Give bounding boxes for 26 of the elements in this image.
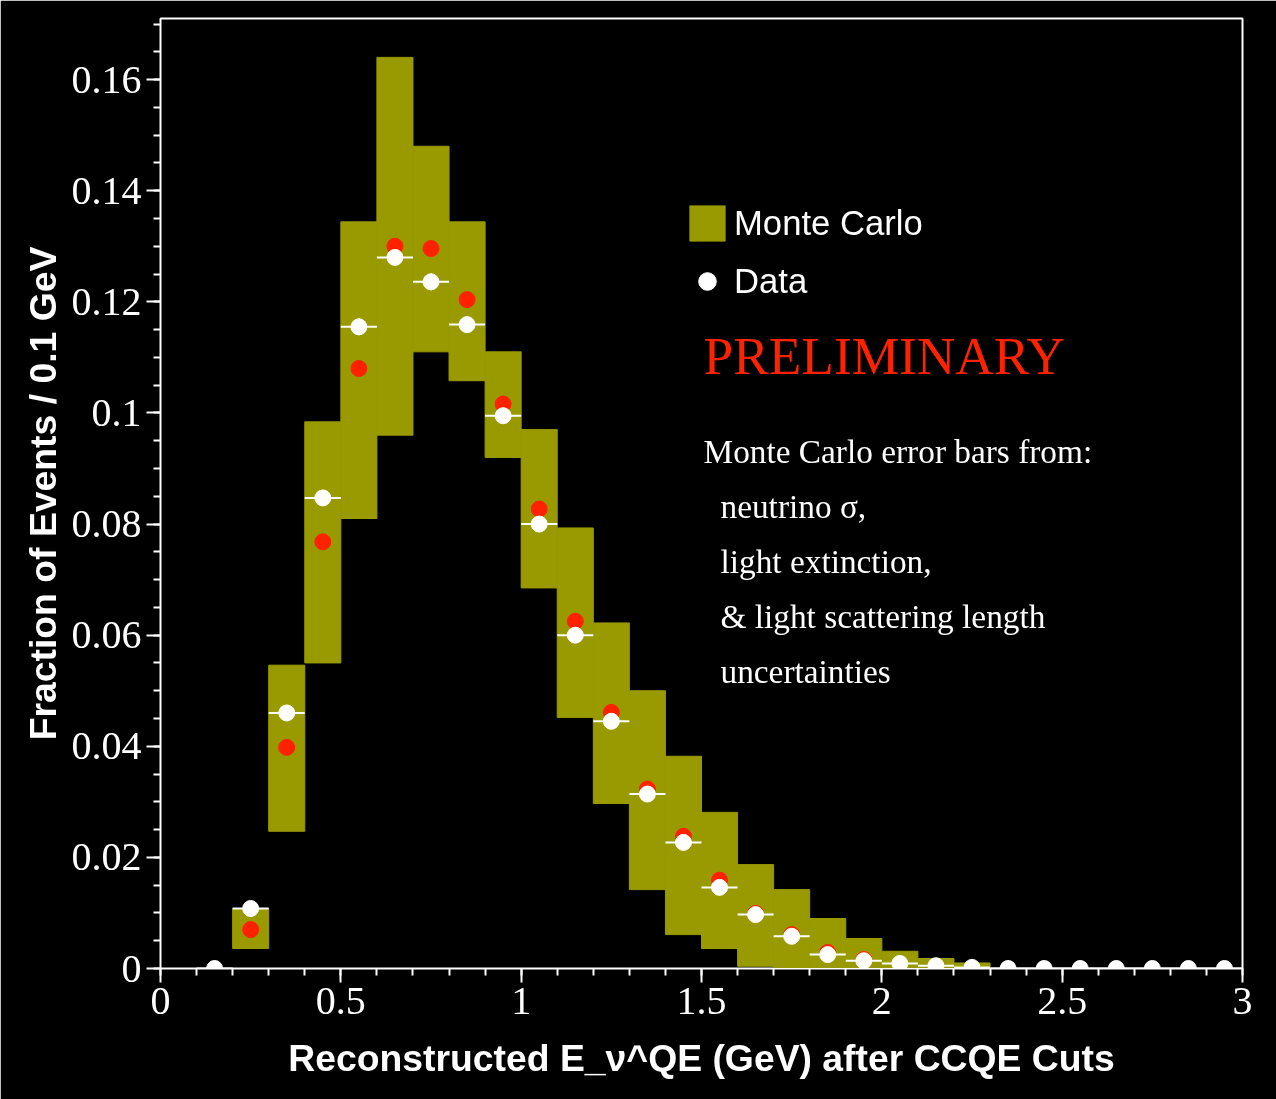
y-tick-label: 0.02	[71, 834, 142, 880]
x-tick-label: 0.5	[315, 977, 366, 1023]
annotation: light extinction,	[720, 542, 932, 580]
x-tick-label: 0	[150, 977, 171, 1023]
y-tick-label: 0.1	[91, 389, 142, 435]
x-tick-label: 1.5	[676, 977, 727, 1023]
legend-label: Monte Carlo	[734, 203, 923, 243]
x-tick-label: 2	[871, 977, 892, 1023]
y-axis-title: Fraction of Events / 0.1 GeV	[21, 246, 64, 741]
y-tick-label: 0.12	[71, 278, 142, 324]
legend-label: Data	[734, 261, 808, 301]
y-tick-label: 0	[121, 945, 142, 991]
x-tick-label: 1	[511, 977, 532, 1023]
x-tick-label: 3	[1232, 977, 1253, 1023]
y-tick-label: 0.14	[71, 167, 142, 213]
annotation: & light scattering length	[720, 597, 1046, 635]
x-axis-title: Reconstructed E_ν^QE (GeV) after CCQE Cuts	[288, 1036, 1115, 1079]
y-tick-label: 0.08	[71, 501, 142, 547]
x-tick-label: 2.5	[1037, 977, 1088, 1023]
y-tick-label: 0.06	[71, 612, 142, 658]
annotation: neutrino σ,	[720, 487, 867, 525]
annotation: Monte Carlo error bars from:	[703, 432, 1093, 470]
annotation: PRELIMINARY	[703, 325, 1065, 386]
annotation: uncertainties	[720, 652, 891, 690]
y-tick-label: 0.04	[71, 723, 142, 769]
y-tick-label: 0.16	[71, 56, 142, 102]
